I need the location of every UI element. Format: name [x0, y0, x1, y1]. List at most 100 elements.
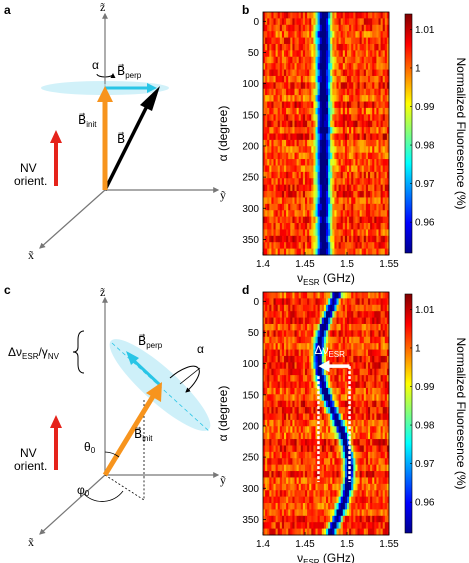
heatmap-cell [336, 95, 339, 102]
heatmap-cell [315, 50, 318, 58]
heatmap-cell [359, 75, 363, 83]
heatmap-cell [332, 43, 335, 51]
heatmap-cell [380, 528, 384, 536]
heatmap-cell [292, 107, 295, 115]
heatmap-cell [361, 432, 365, 440]
heatmap-cell [347, 31, 350, 38]
heatmap-cell [277, 18, 281, 26]
heatmap-cell [307, 50, 310, 58]
heatmap-cell [294, 355, 297, 363]
heatmap-cell [363, 394, 367, 402]
heatmap-cell [271, 509, 274, 517]
heatmap-cell [357, 362, 360, 370]
heatmap-cell [286, 171, 289, 179]
heatmap-cell [382, 120, 386, 128]
heatmap-cell [353, 43, 356, 51]
heatmap-cell [315, 336, 318, 344]
heatmap-cell [277, 381, 281, 389]
heatmap-cell [302, 368, 306, 376]
heatmap-cell [332, 349, 335, 357]
heatmap-cell [290, 336, 293, 344]
heatmap-cell [302, 178, 306, 186]
heatmap-cell [380, 426, 384, 434]
heatmap-cell [326, 355, 329, 363]
heatmap-cell [294, 63, 297, 70]
heatmap-cell [315, 426, 318, 434]
heatmap-cell [275, 419, 279, 427]
heatmap-cell [263, 139, 266, 147]
heatmap-cell [317, 139, 321, 147]
heatmap-cell [370, 229, 373, 237]
heatmap-cell [296, 197, 300, 205]
heatmap-cell [281, 248, 285, 256]
heatmap-cell [315, 178, 318, 186]
heatmap-cell [351, 235, 354, 243]
heatmap-cell [380, 216, 384, 224]
heatmap-cell [265, 178, 268, 186]
heatmap-cell [334, 483, 337, 491]
heatmap-cell [263, 292, 266, 299]
heatmap-cell [363, 490, 367, 498]
heatmap-cell [279, 381, 283, 389]
heatmap-cell [279, 311, 283, 318]
heatmap-cell [363, 375, 367, 382]
heatmap-cell [277, 522, 281, 529]
heatmap-cell [361, 471, 365, 478]
heatmap-cell [263, 107, 266, 115]
heatmap-cell [290, 191, 293, 198]
heatmap-cell [292, 407, 295, 414]
heatmap-cell [294, 242, 297, 249]
heatmap-cell [263, 184, 266, 192]
heatmap-cell [305, 464, 308, 472]
heatmap-cell [336, 343, 339, 350]
heatmap-cell [305, 101, 308, 109]
heatmap-cell [273, 235, 276, 243]
heatmap-cell [376, 311, 379, 318]
heatmap-cell [309, 407, 312, 414]
heatmap-cell [288, 483, 291, 491]
heatmap-cell [269, 515, 272, 523]
heatmap-cell [273, 133, 276, 141]
heatmap-cell [386, 477, 390, 485]
heatmap-cell [351, 445, 354, 453]
heatmap-cell [298, 31, 302, 38]
heatmap-cell [382, 343, 386, 350]
heatmap-cell [298, 381, 302, 389]
heatmap-cell [273, 419, 276, 427]
heatmap-cell [302, 464, 306, 472]
heatmap-cell [363, 509, 367, 517]
heatmap-cell [382, 37, 386, 45]
heatmap-cell [263, 445, 266, 453]
heatmap-cell [372, 203, 375, 211]
heatmap-cell [368, 368, 371, 376]
heatmap-cell [330, 31, 333, 38]
heatmap-cell [311, 336, 314, 344]
heatmap-cell [307, 75, 310, 83]
heatmap-cell [338, 471, 342, 478]
heatmap-cell [351, 439, 354, 446]
heatmap-cell [292, 451, 295, 459]
heatmap-cell [302, 223, 306, 230]
heatmap-cell [374, 56, 377, 64]
heatmap-cell [384, 298, 388, 306]
heatmap-cell [298, 477, 302, 485]
heatmap-cell [281, 483, 285, 491]
heatmap-cell [269, 101, 272, 109]
heatmap-cell [353, 95, 356, 102]
heatmap-cell [298, 292, 302, 299]
heatmap-cell [296, 75, 300, 83]
heatmap-cell [317, 483, 321, 491]
heatmap-cell [300, 528, 304, 536]
delta-annotation: ΔνESR [314, 343, 345, 359]
heatmap-cell [351, 127, 354, 134]
heatmap-cell [294, 56, 297, 64]
heatmap-cell [298, 375, 302, 382]
heatmap-cell [296, 509, 300, 517]
heatmap-cell [363, 127, 367, 134]
heatmap-cell [281, 471, 285, 478]
heatmap-cell [361, 107, 365, 115]
heatmap-cell [361, 139, 365, 147]
heatmap-cell [368, 496, 371, 504]
heatmap-cell [302, 24, 306, 32]
